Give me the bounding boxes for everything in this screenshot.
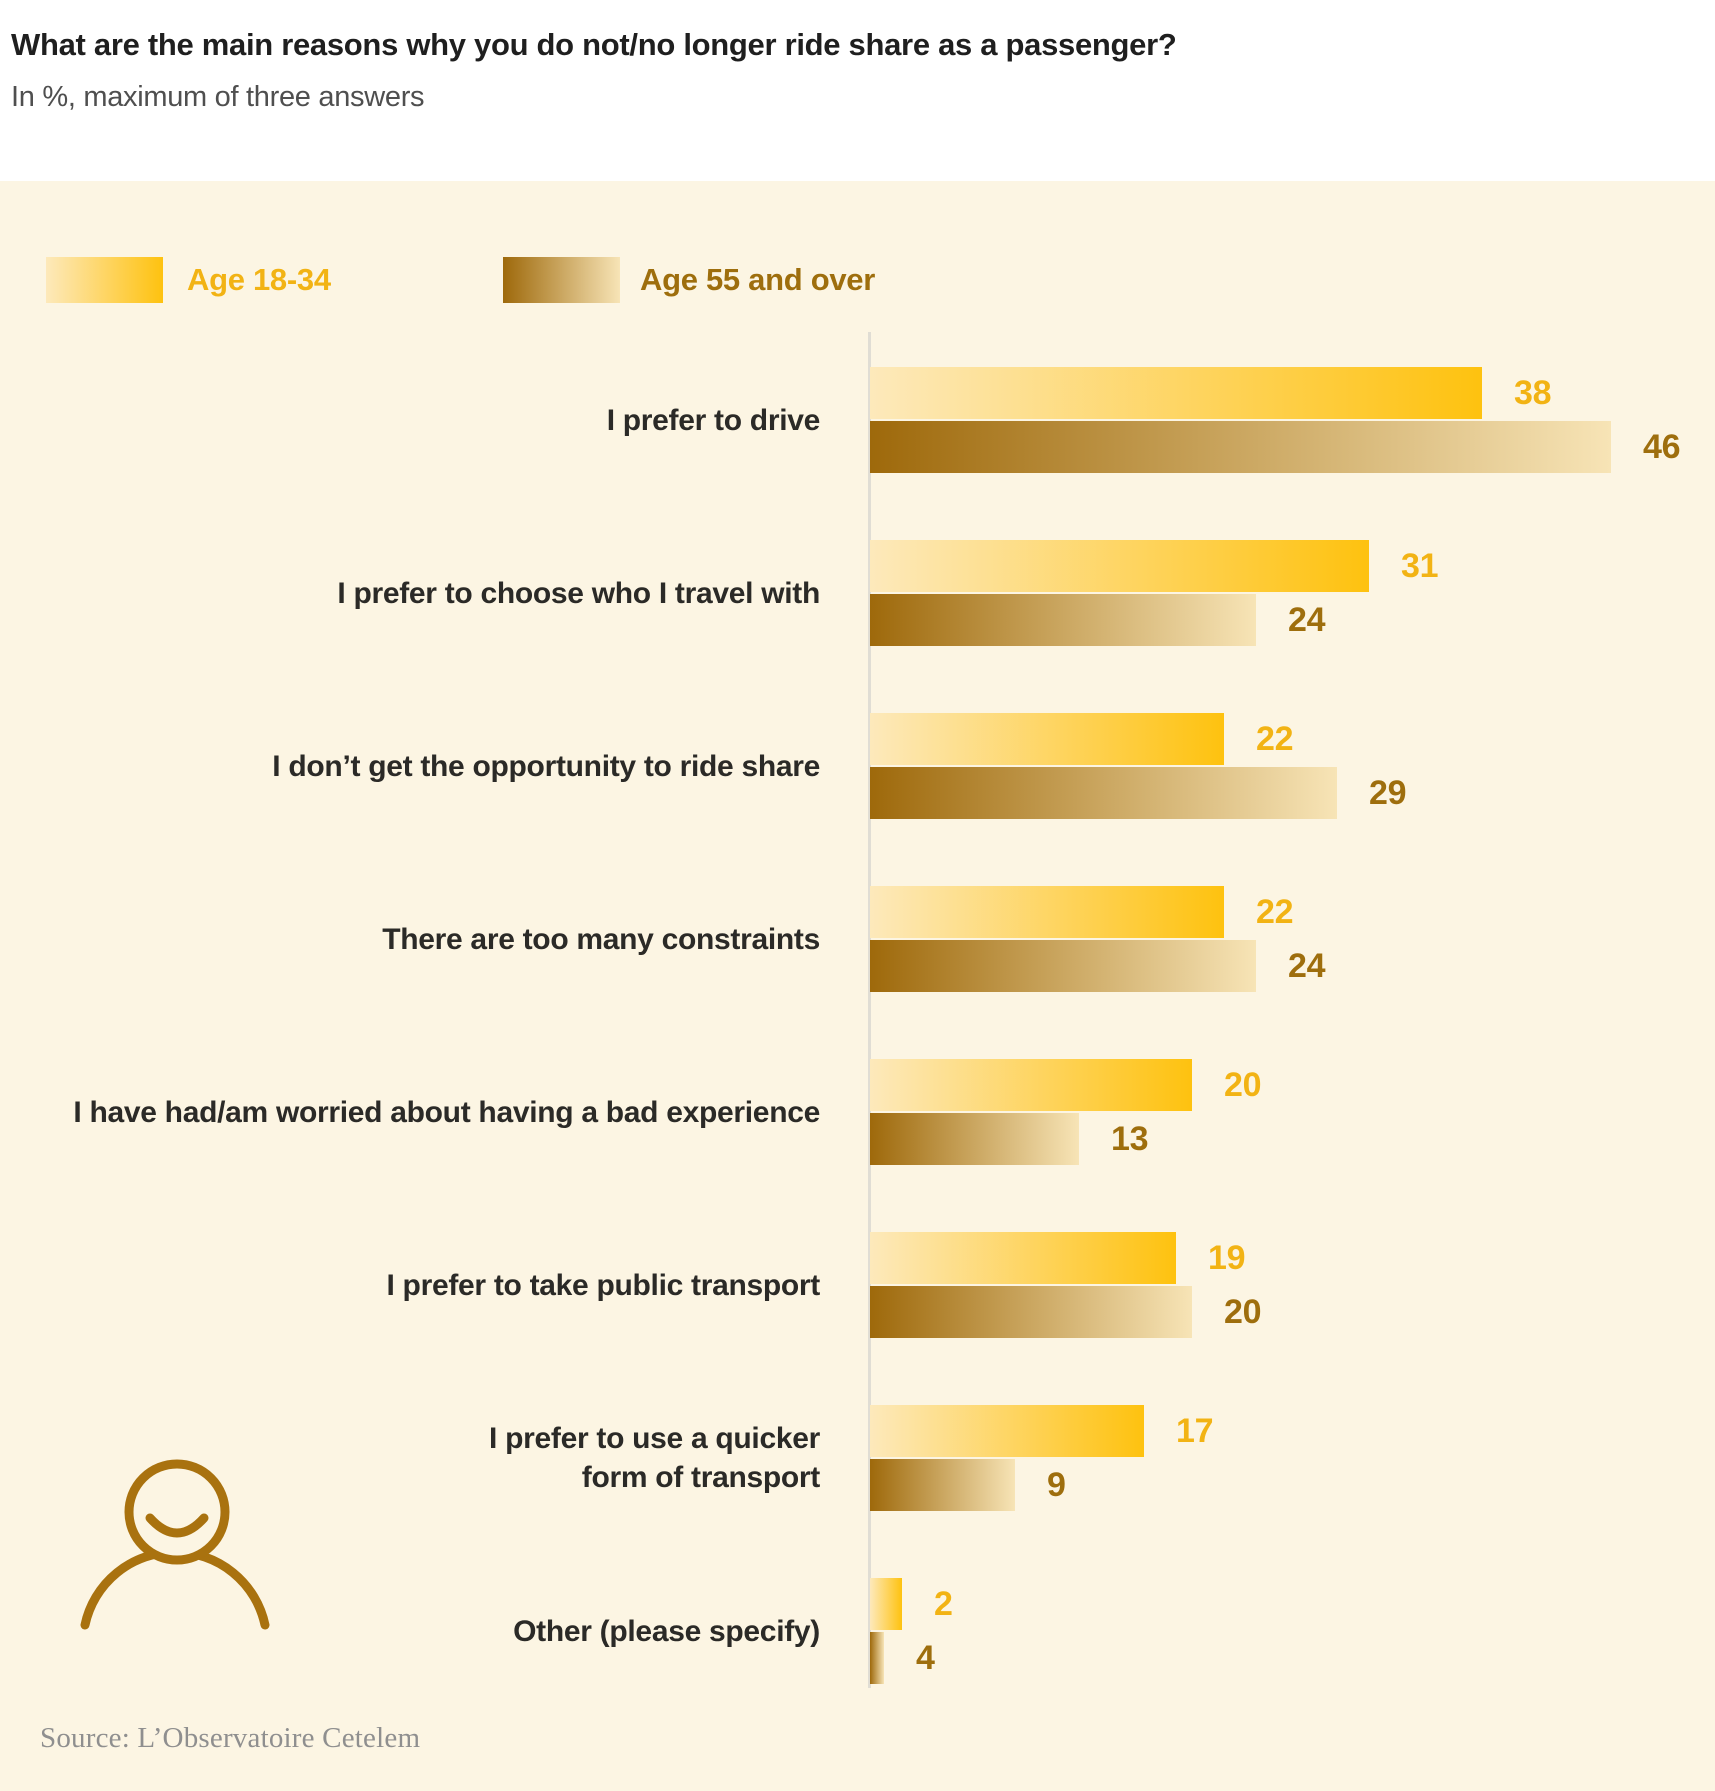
value-label-age-55-over: 9 — [1047, 1465, 1066, 1504]
chart-row: I don’t get the opportunity to ride shar… — [0, 713, 1715, 819]
chart-row: There are too many constraints 22 24 — [0, 886, 1715, 992]
legend-label-age-55-over: Age 55 and over — [640, 262, 875, 297]
bar-age-55-over — [870, 421, 1611, 473]
bar-age-18-34 — [870, 367, 1482, 419]
category-label: I prefer to use a quicker form of transpo… — [489, 1422, 820, 1494]
bar-age-18-34 — [870, 1232, 1176, 1284]
axis-baseline — [868, 332, 871, 1688]
bar-age-18-34 — [870, 540, 1369, 592]
legend-label-age-18-34: Age 18-34 — [187, 262, 331, 297]
value-label-age-18-34: 20 — [1224, 1065, 1262, 1104]
chart-row: I prefer to take public transport 19 20 — [0, 1232, 1715, 1338]
bar-age-55-over — [870, 940, 1256, 992]
value-label-age-18-34: 17 — [1176, 1411, 1214, 1450]
category-label: There are too many constraints — [382, 922, 820, 956]
value-label-age-55-over: 4 — [916, 1638, 935, 1677]
bar-age-18-34 — [870, 713, 1224, 765]
category-label: I have had/am worried about having a bad… — [73, 1095, 820, 1129]
value-label-age-18-34: 19 — [1208, 1238, 1246, 1277]
value-label-age-55-over: 13 — [1111, 1119, 1149, 1158]
person-head — [124, 1459, 230, 1565]
bar-age-18-34 — [870, 1059, 1192, 1111]
chart-row: I have had/am worried about having a bad… — [0, 1059, 1715, 1165]
category-label: I prefer to choose who I travel with — [337, 576, 820, 610]
source-credit: Source: L’Observatoire Cetelem — [40, 1722, 421, 1754]
value-label-age-55-over: 29 — [1369, 773, 1407, 812]
value-label-age-18-34: 38 — [1514, 373, 1552, 412]
bar-age-55-over — [870, 1632, 884, 1684]
bar-age-55-over — [870, 594, 1256, 646]
value-label-age-55-over: 46 — [1643, 427, 1681, 466]
value-label-age-55-over: 24 — [1288, 600, 1326, 639]
person-icon — [80, 1459, 270, 1630]
chart-row: Other (please specify) 2 4 — [0, 1578, 1715, 1684]
category-label: Other (please specify) — [513, 1614, 820, 1648]
chart-row: I prefer to drive 38 46 — [0, 367, 1715, 473]
category-label: I don’t get the opportunity to ride shar… — [272, 749, 820, 783]
legend-swatch-age-18-34 — [46, 257, 163, 303]
value-label-age-18-34: 2 — [934, 1584, 953, 1623]
bar-age-18-34 — [870, 1578, 902, 1630]
value-label-age-18-34: 22 — [1256, 892, 1294, 931]
chart-subtitle: In %, maximum of three answers — [11, 81, 425, 113]
bar-age-18-34 — [870, 1405, 1144, 1457]
legend-swatch-age-55-over — [503, 257, 620, 303]
chart-row: I prefer to use a quicker form of transpo… — [0, 1405, 1715, 1511]
bar-age-18-34 — [870, 886, 1224, 938]
value-label-age-55-over: 20 — [1224, 1292, 1262, 1331]
category-label: I prefer to take public transport — [386, 1268, 820, 1302]
bar-age-55-over — [870, 1286, 1192, 1338]
value-label-age-55-over: 24 — [1288, 946, 1326, 985]
bar-age-55-over — [870, 1113, 1079, 1165]
person-smile — [145, 1513, 209, 1538]
value-label-age-18-34: 22 — [1256, 719, 1294, 758]
chart-title: What are the main reasons why you do not… — [11, 26, 1177, 62]
bar-age-55-over — [870, 1459, 1015, 1511]
bar-age-55-over — [870, 767, 1337, 819]
chart-row: I prefer to choose who I travel with 31 … — [0, 540, 1715, 646]
value-label-age-18-34: 31 — [1401, 546, 1439, 585]
category-label: I prefer to drive — [606, 403, 821, 437]
